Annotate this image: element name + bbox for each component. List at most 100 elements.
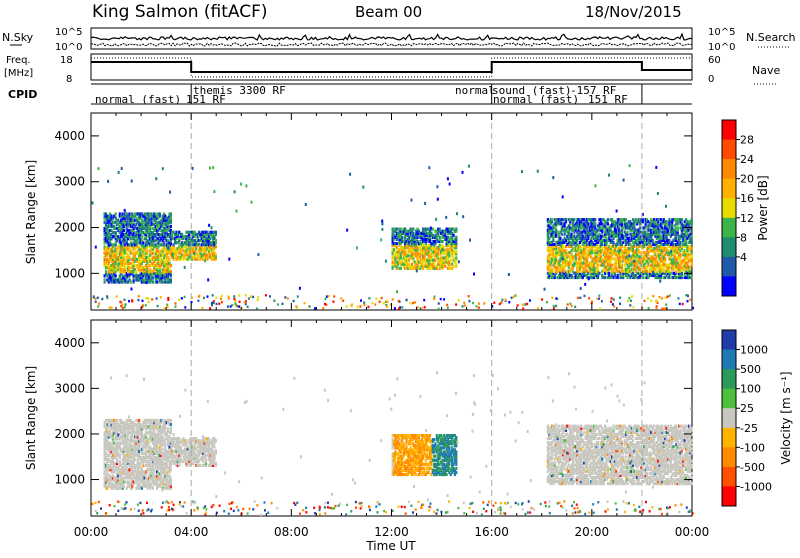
sparse-echo <box>381 222 383 225</box>
echo-cell <box>455 263 457 266</box>
sparse-echo <box>172 253 174 256</box>
clutter-cell <box>257 296 259 298</box>
clutter-cell <box>468 300 470 302</box>
clutter-cell <box>156 297 158 299</box>
sparse-echo <box>346 229 348 232</box>
sparse-echo <box>458 260 460 263</box>
beam-label: Beam 00 <box>355 3 422 21</box>
echo-cell <box>126 466 128 469</box>
clutter-cell <box>501 299 503 301</box>
ytick-label: 1000 <box>54 266 85 280</box>
echo-cell <box>411 263 413 266</box>
clutter-cell <box>463 302 465 304</box>
echo-cell <box>677 226 679 229</box>
clutter-cell <box>128 300 130 302</box>
echo-cell <box>612 241 614 244</box>
clutter-cell <box>124 306 126 308</box>
clutter-cell <box>553 307 555 309</box>
echo-cell <box>115 231 117 234</box>
clutter-cell <box>212 294 214 296</box>
ytick-label: 4000 <box>54 129 85 143</box>
echo-cell <box>412 228 414 231</box>
clutter-cell <box>296 306 298 308</box>
clutter-cell <box>227 305 229 307</box>
sparse-echo <box>162 167 164 170</box>
echo-cell <box>597 264 599 267</box>
clutter-cell <box>216 303 218 305</box>
echo-cell <box>138 450 140 453</box>
clutter-cell <box>394 307 396 309</box>
clutter-cell <box>372 302 374 304</box>
clutter-cell <box>282 303 284 305</box>
sparse-echo <box>207 278 209 281</box>
clutter-cell <box>392 298 394 300</box>
sparse-echo <box>659 280 661 283</box>
clutter-cell <box>478 307 480 309</box>
sparse-echo <box>562 257 564 260</box>
echo-cell <box>156 280 158 283</box>
echo-cell <box>146 250 148 253</box>
clutter-cell <box>630 300 632 302</box>
sparse-echo <box>616 210 618 213</box>
clutter-cell <box>379 300 381 302</box>
echo-cell <box>681 218 683 221</box>
power-panel-frame <box>91 113 692 310</box>
echo-cell <box>562 245 564 248</box>
sparse-echo <box>349 173 351 176</box>
echo-cell <box>116 419 118 422</box>
echo-cell <box>450 259 452 262</box>
date-label: 18/Nov/2015 <box>585 3 682 21</box>
echo-cell <box>646 270 648 273</box>
echo-cell <box>679 241 681 244</box>
sparse-echo <box>508 273 510 276</box>
echo-cell <box>453 256 455 259</box>
ytick-label: 3000 <box>54 175 85 189</box>
sparse-echo <box>208 224 210 227</box>
clutter-cell <box>273 300 275 302</box>
sparse-echo <box>424 202 426 205</box>
clutter-cell <box>682 303 684 305</box>
clutter-cell <box>297 295 299 297</box>
clutter-cell <box>687 295 689 297</box>
noise-tick-high-left: 10^5 <box>55 27 82 38</box>
echo-cell <box>565 249 567 252</box>
echo-cell <box>159 212 161 215</box>
sparse-echo <box>435 218 437 221</box>
echo-cell <box>689 270 691 273</box>
clutter-cell <box>458 299 460 301</box>
clutter-cell <box>137 299 139 301</box>
sparse-echo <box>544 288 546 291</box>
echo-cell <box>617 274 619 277</box>
clutter-cell <box>661 308 663 310</box>
clutter-cell <box>446 304 448 306</box>
clutter-cell <box>175 302 177 304</box>
sparse-echo <box>652 271 654 274</box>
sparse-echo <box>574 272 576 275</box>
clutter-cell <box>648 307 650 309</box>
echo-cell <box>453 234 455 237</box>
sparse-echo <box>437 198 439 201</box>
clutter-cell <box>483 302 485 304</box>
echo-cell <box>116 252 118 255</box>
echo-cell <box>128 256 130 259</box>
clutter-cell <box>342 300 344 302</box>
clutter-cell <box>386 305 388 307</box>
clutter-cell <box>252 296 254 298</box>
clutter-cell <box>157 305 159 307</box>
freq-tick-low: 8 <box>66 74 72 85</box>
echo-cell <box>115 212 117 215</box>
echo-cell <box>626 231 628 234</box>
echo-cell <box>656 270 658 273</box>
clutter-cell <box>364 304 366 306</box>
echo-cell <box>611 264 613 267</box>
clutter-cell <box>111 307 113 309</box>
clutter-cell <box>363 301 365 303</box>
sparse-echo <box>381 220 383 223</box>
clutter-cell <box>284 296 286 298</box>
noise-traces <box>91 34 692 46</box>
clutter-cell <box>493 302 495 304</box>
clutter-cell <box>468 295 470 297</box>
clutter-cell <box>663 308 665 310</box>
sparse-echo <box>633 260 635 263</box>
